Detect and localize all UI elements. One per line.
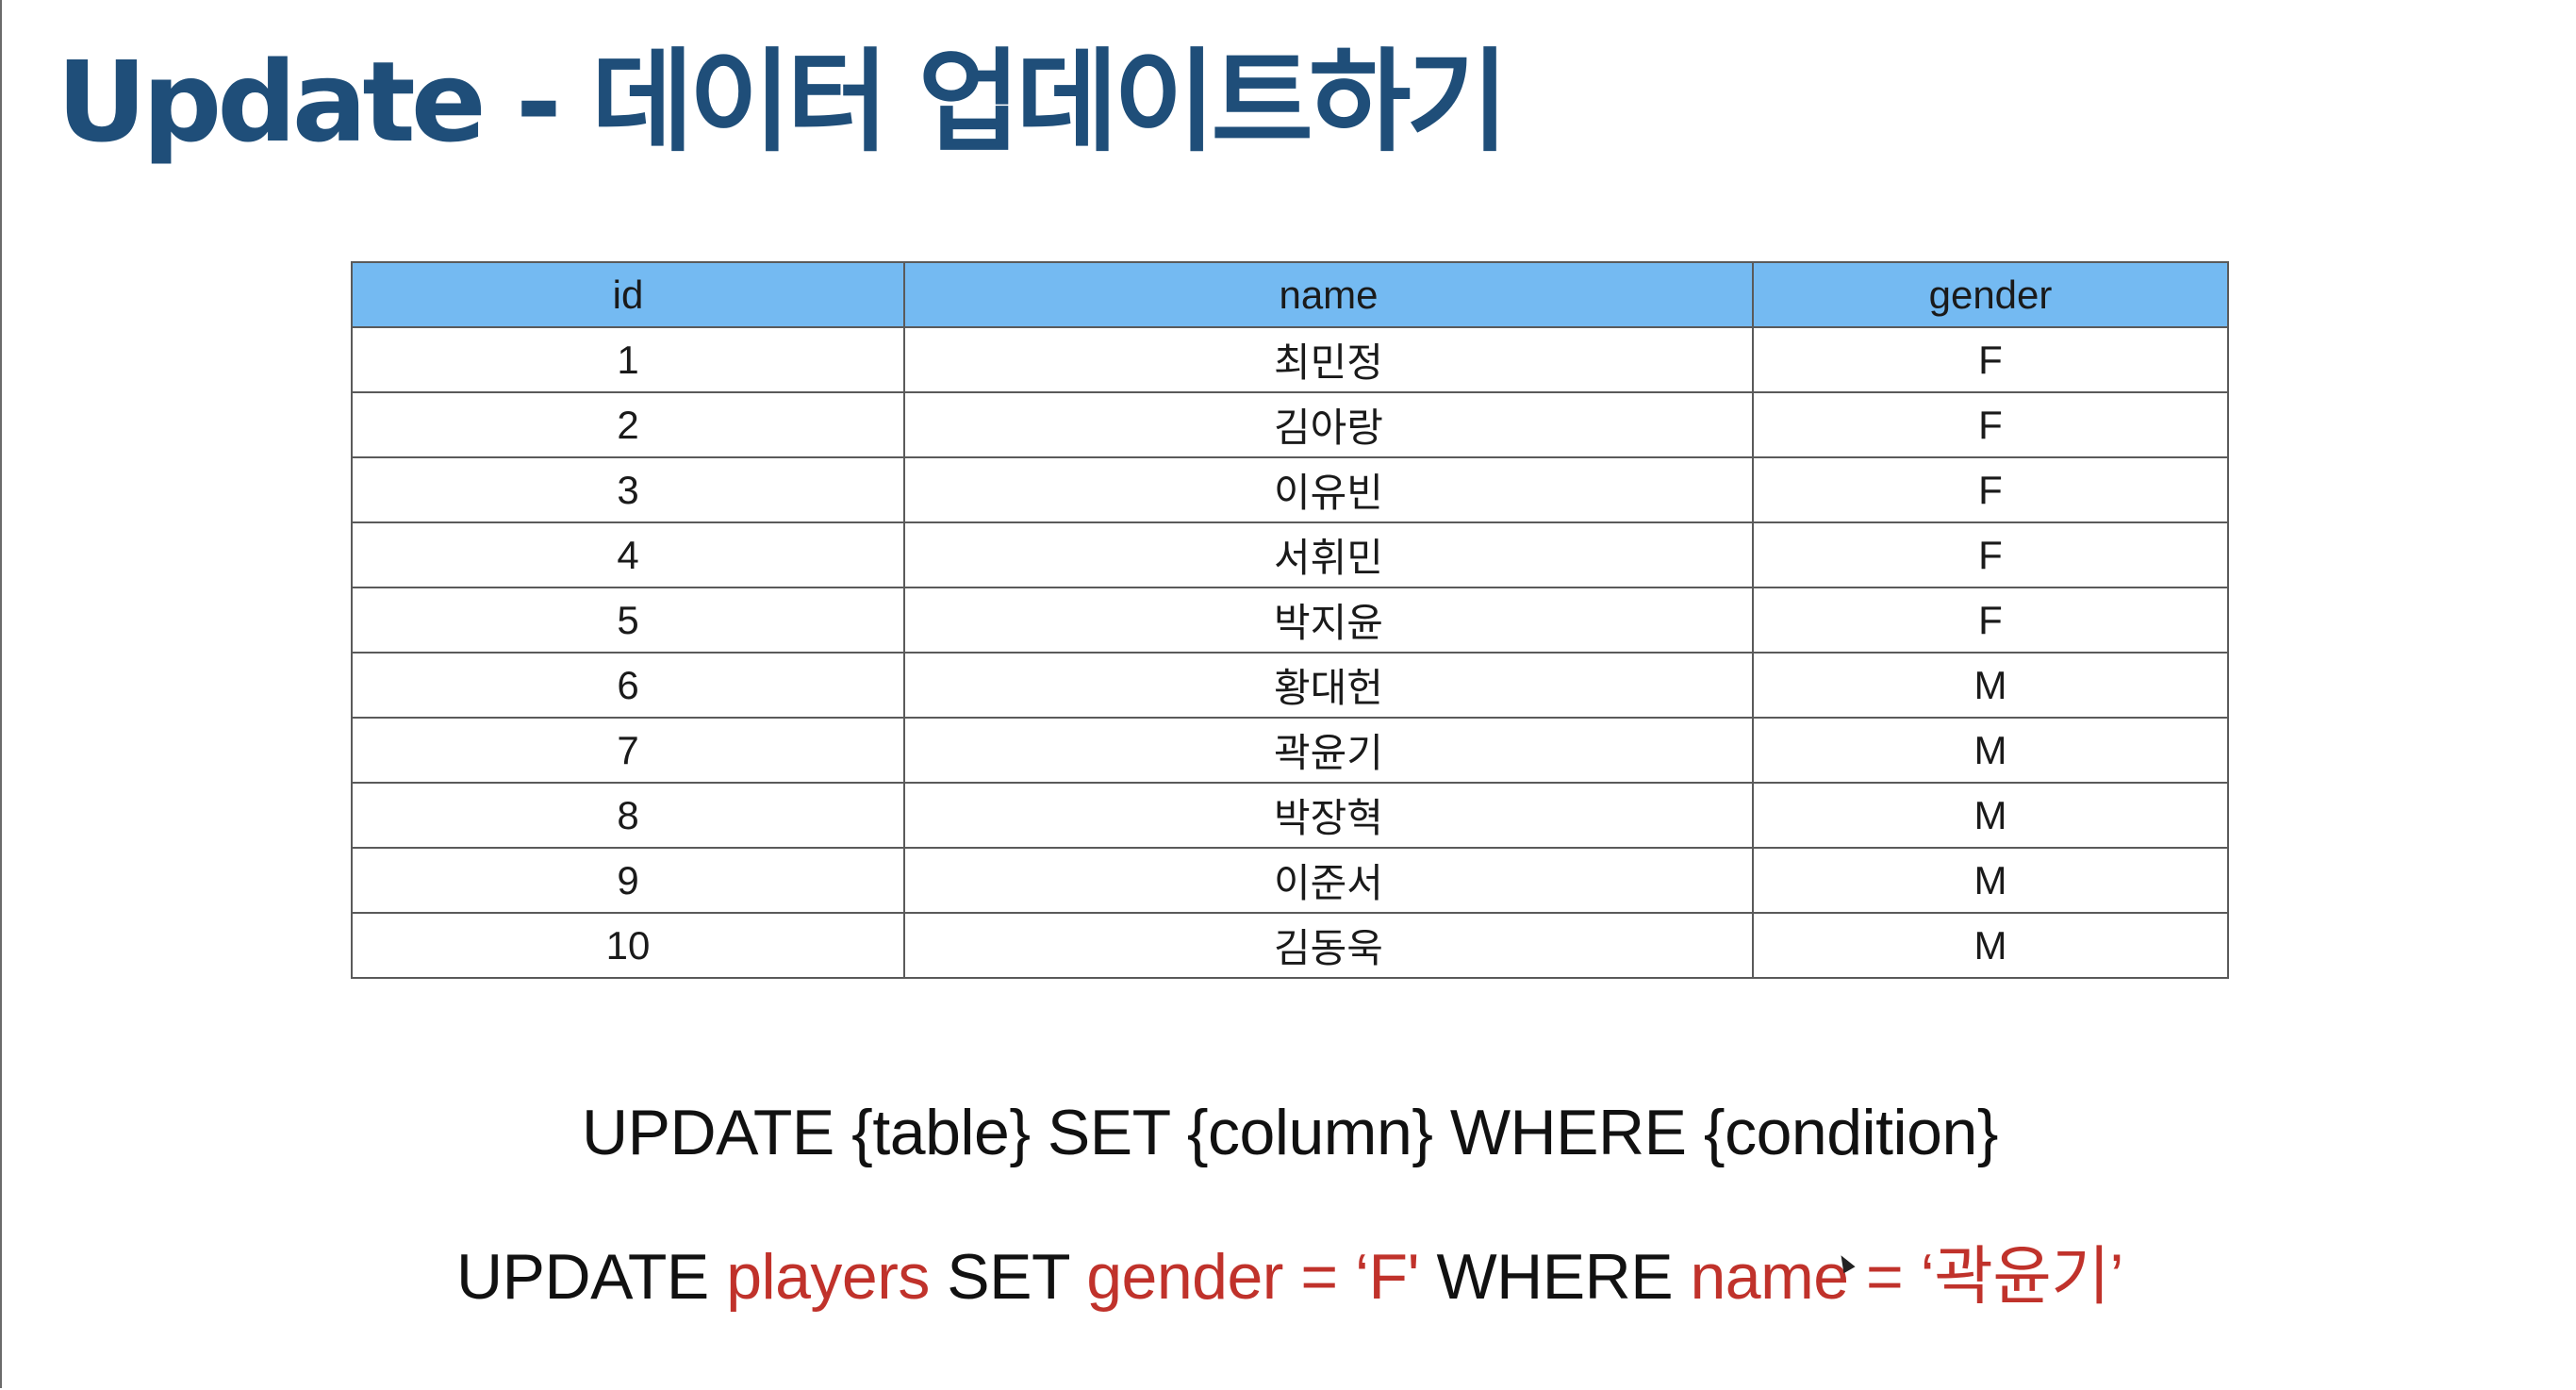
cell-gender: M bbox=[1752, 782, 2229, 849]
cell-gender: F bbox=[1752, 521, 2229, 588]
cell-name: 이유빈 bbox=[903, 456, 1754, 523]
cell-name: 박지윤 bbox=[903, 587, 1754, 654]
cell-gender: F bbox=[1752, 391, 2229, 458]
cell-id: 7 bbox=[351, 717, 905, 784]
cell-id: 4 bbox=[351, 521, 905, 588]
cell-id: 2 bbox=[351, 391, 905, 458]
table-row: 4 서휘민 F bbox=[351, 521, 2229, 588]
cell-gender: M bbox=[1752, 717, 2229, 784]
update-syntax-template: UPDATE {table} SET {column} WHERE {condi… bbox=[582, 1097, 1999, 1168]
cell-name: 곽윤기 bbox=[903, 717, 1754, 784]
table-row: 10 김동욱 M bbox=[351, 912, 2229, 979]
table-row: 3 이유빈 F bbox=[351, 456, 2229, 523]
cell-name: 최민정 bbox=[903, 326, 1754, 393]
cell-id: 10 bbox=[351, 912, 905, 979]
cell-name: 서휘민 bbox=[903, 521, 1754, 588]
players-table: id name gender 1 최민정 F 2 김아랑 F 3 bbox=[351, 261, 2229, 979]
table-row: 8 박장혁 M bbox=[351, 782, 2229, 849]
table-header-row: id name gender bbox=[351, 261, 2229, 328]
cell-name: 황대헌 bbox=[903, 652, 1754, 719]
cell-name: 박장혁 bbox=[903, 782, 1754, 849]
cell-id: 8 bbox=[351, 782, 905, 849]
cell-gender: M bbox=[1752, 912, 2229, 979]
cell-gender: M bbox=[1752, 847, 2229, 914]
header-gender: gender bbox=[1752, 261, 2229, 328]
table-row: 1 최민정 F bbox=[351, 326, 2229, 393]
example-table-name: players bbox=[726, 1241, 930, 1313]
cell-gender: F bbox=[1752, 456, 2229, 523]
cell-id: 1 bbox=[351, 326, 905, 393]
header-id: id bbox=[351, 261, 905, 328]
cell-id: 3 bbox=[351, 456, 905, 523]
cell-id: 5 bbox=[351, 587, 905, 654]
players-table-container: id name gender 1 최민정 F 2 김아랑 F 3 bbox=[351, 261, 2229, 979]
table-row: 2 김아랑 F bbox=[351, 391, 2229, 458]
keyword-where: WHERE bbox=[1419, 1241, 1691, 1313]
cell-id: 6 bbox=[351, 652, 905, 719]
cell-name: 김아랑 bbox=[903, 391, 1754, 458]
cell-gender: M bbox=[1752, 652, 2229, 719]
header-name: name bbox=[903, 261, 1754, 328]
cell-gender: F bbox=[1752, 326, 2229, 393]
example-set-expression: gender = ‘F' bbox=[1086, 1241, 1420, 1313]
cell-id: 9 bbox=[351, 847, 905, 914]
cell-name: 김동욱 bbox=[903, 912, 1754, 979]
table-row: 9 이준서 M bbox=[351, 847, 2229, 914]
table-row: 5 박지윤 F bbox=[351, 587, 2229, 654]
keyword-update: UPDATE bbox=[456, 1241, 727, 1313]
table-row: 6 황대헌 M bbox=[351, 652, 2229, 719]
cell-name: 이준서 bbox=[903, 847, 1754, 914]
example-where-expression: name = ‘곽윤기’ bbox=[1690, 1241, 2123, 1313]
keyword-set: SET bbox=[929, 1241, 1087, 1313]
table-row: 7 곽윤기 M bbox=[351, 717, 2229, 784]
cell-gender: F bbox=[1752, 587, 2229, 654]
update-example-statement: UPDATE players SET gender = ‘F' WHERE na… bbox=[2, 1224, 2576, 1317]
slide-title: Update - 데이터 업데이트하기 bbox=[57, 37, 1509, 167]
